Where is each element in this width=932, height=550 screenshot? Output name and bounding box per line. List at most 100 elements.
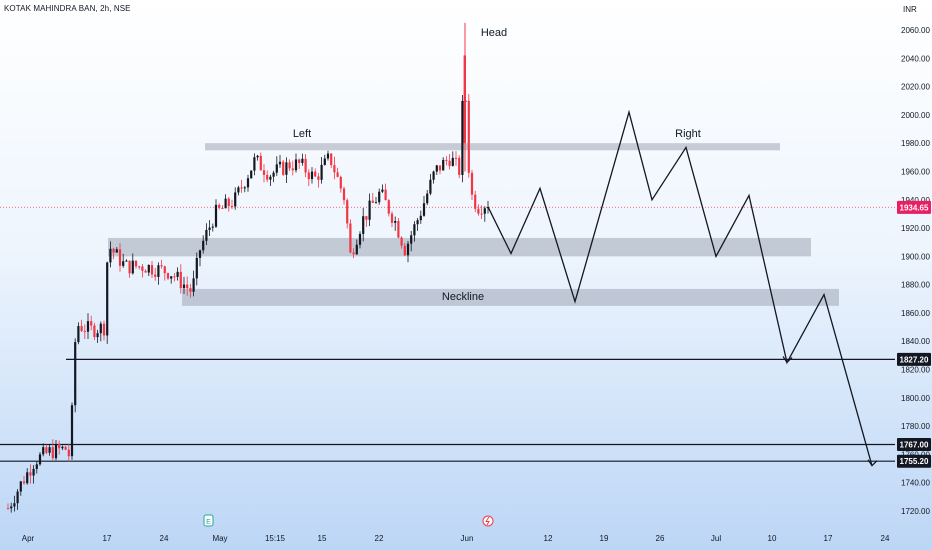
candle-body (173, 276, 176, 278)
candle-body (403, 245, 406, 256)
candle-body (192, 278, 195, 292)
candle-body (381, 189, 384, 192)
x-tick-label: 17 (103, 534, 112, 543)
candle-body (483, 208, 486, 214)
candle-body (422, 203, 426, 216)
event-markers: E (203, 514, 494, 527)
candle-body (304, 158, 307, 173)
x-tick-label: 19 (600, 534, 609, 543)
candle-body (272, 172, 275, 177)
candle-body (237, 187, 240, 193)
candle-body (410, 235, 413, 244)
x-tick-label: 26 (656, 534, 665, 543)
candle-body (282, 161, 285, 175)
candle-body (474, 194, 477, 209)
candle-body (400, 237, 403, 246)
y-tick-label: 1940.00 (901, 196, 930, 205)
candle-body (131, 260, 134, 274)
x-tick-label: 15:15 (265, 534, 286, 543)
y-tick-label: 1860.00 (901, 309, 930, 318)
candle-body (96, 333, 99, 338)
x-tick-label: Apr (22, 534, 35, 543)
dividend-event-icon (482, 515, 494, 527)
candle-body (346, 200, 349, 224)
candle-body (253, 157, 256, 171)
x-tick-label: 10 (768, 534, 777, 543)
candle-body (221, 207, 224, 209)
candle-body (189, 288, 192, 292)
x-axis: Apr 17 24 May 15:15 15 22 Jun 12 19 26 Jul 10 17 24 (22, 534, 890, 543)
y-tick-label: 2020.00 (901, 83, 930, 92)
candle-body (371, 200, 374, 203)
candle-body (269, 176, 272, 180)
pattern-annotation: Neckline (442, 291, 484, 303)
candle-body (333, 165, 336, 173)
candle-body (157, 265, 160, 277)
y-tick-label: 1800.00 (901, 394, 930, 403)
candle-body (42, 447, 45, 455)
candle-layer (6, 22, 490, 513)
candle-body (202, 240, 205, 251)
y-tick-label: 2040.00 (901, 54, 930, 63)
pattern-annotation: Left (293, 128, 311, 140)
candle-body (413, 224, 416, 236)
candle-body (176, 271, 179, 277)
currency-label: INR (903, 5, 917, 14)
candle-body (170, 276, 173, 279)
candle-body (339, 176, 342, 189)
candle-body (141, 266, 144, 271)
candle-body (301, 158, 304, 163)
level-price-badge (897, 454, 931, 468)
x-tick-label: 24 (160, 534, 169, 543)
candle-body (240, 187, 243, 189)
candle-body (416, 220, 419, 225)
price-badges: 1934.65 1827.20 1767.00 1755.20 (897, 200, 931, 468)
support-resistance-zone (108, 237, 811, 257)
candle-body (362, 216, 365, 234)
annotation-layer: Left Head Right Neckline (293, 27, 701, 303)
level-price-badge-text: 1755.20 (900, 457, 929, 466)
candle-body (122, 261, 125, 266)
candle-body (99, 323, 102, 334)
earnings-icon-glyph: E (206, 519, 211, 526)
level-layer (0, 206, 895, 462)
candle-body (208, 227, 211, 230)
y-tick-label: 1980.00 (901, 139, 930, 148)
candle-body (336, 172, 339, 177)
candle-body (429, 179, 432, 194)
candle-body (256, 155, 259, 158)
candle-body (150, 265, 154, 275)
candle-body (432, 171, 435, 180)
x-tick-label: Jul (711, 534, 721, 543)
level-price-badge-text: 1767.00 (900, 441, 929, 450)
candle-body (218, 204, 221, 208)
candle-body (106, 262, 109, 336)
support-resistance-zone (182, 288, 839, 306)
candle-body (182, 284, 186, 289)
current-price-badge-text: 1934.65 (900, 203, 929, 212)
candle-body (29, 472, 32, 476)
zone-layer (108, 143, 839, 306)
candle-body (243, 187, 246, 189)
candle-body (259, 155, 262, 171)
candle-body (54, 444, 58, 459)
symbol-title: KOTAK MAHINDRA BAN, 2h, NSE (4, 4, 131, 13)
projection-arrowhead (867, 459, 878, 467)
candle-body (13, 503, 16, 507)
candle-body (10, 506, 13, 509)
y-tick-label: 2000.00 (901, 111, 930, 120)
candle-body (352, 252, 355, 255)
candle-body (38, 454, 42, 465)
candle-body (294, 159, 298, 171)
candle-body (214, 204, 218, 227)
x-tick-label: 24 (881, 534, 890, 543)
y-tick-label: 1840.00 (901, 337, 930, 346)
candle-body (467, 100, 470, 173)
candle-body (224, 198, 227, 209)
earnings-event-icon: E (203, 514, 214, 527)
x-tick-label: 17 (824, 534, 833, 543)
candle-body (128, 260, 131, 274)
candle-body (317, 176, 320, 180)
candle-body (109, 248, 112, 263)
